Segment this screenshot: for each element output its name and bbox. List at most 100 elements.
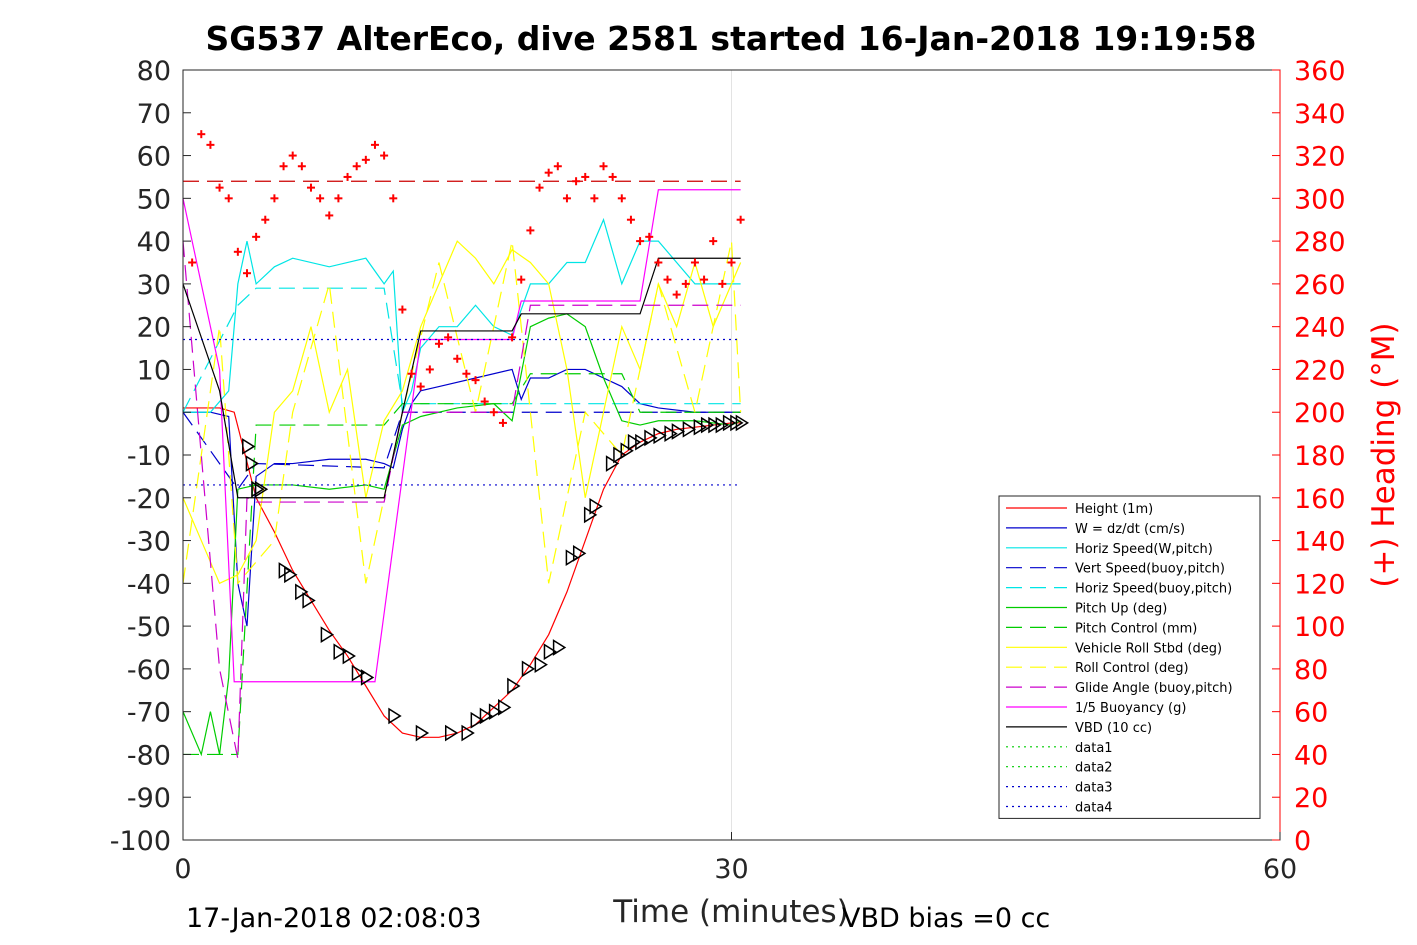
series-line [183,368,741,627]
heading-point [562,194,571,203]
heading-point [370,140,379,149]
heading-point [325,211,334,220]
legend-entry: Vert Speed(buoy,pitch) [1075,562,1225,577]
legend-entry: Horiz Speed(buoy,pitch) [1075,582,1232,597]
heading-point [261,215,270,224]
heading-point [389,194,398,203]
heading-point [334,194,343,203]
left-axis-ticks: 80 70 60 50 40 30 20 10 0 -10 -20 -30 -40 -50 -60 -70 -8… [110,56,191,857]
right-tick-label: 340 [1294,99,1346,130]
x-tick-label: 60 [1263,854,1297,885]
legend-entry: 1/5 Buoyancy (g) [1075,701,1186,716]
heading-point [572,177,581,186]
series-line [182,241,741,759]
heading-point [663,275,672,284]
heading-point [508,333,517,342]
heading-point [626,215,635,224]
right-axis-ticks: 3603403203002802602402202001801601401201… [1272,56,1346,857]
series-line [183,217,741,413]
trajectory-marker [543,643,558,661]
right-tick-label: 280 [1294,227,1346,258]
series-line [182,287,741,413]
trajectory-marker [284,566,298,584]
legend-entry: VBD (10 cc) [1075,721,1152,736]
right-tick-label: 40 [1294,740,1328,771]
right-tick-label: 260 [1294,270,1346,301]
trajectory-marker [461,724,475,742]
heading-point [252,232,261,241]
legend-entry: Height (1m) [1075,502,1153,517]
left-tick-label: -20 [127,484,171,515]
heading-point [197,130,206,139]
series-line [182,313,741,757]
trajectory-marker [444,724,459,742]
left-tick-label: -50 [127,612,171,643]
trajectory-marker [498,699,512,716]
trajectory-marker [620,442,634,460]
trajectory-marker [245,455,260,472]
x-tick-label: 0 [174,854,191,885]
legend-entry: data3 [1075,781,1113,796]
left-tick-label: -40 [127,569,171,600]
right-tick-label: 220 [1294,355,1346,386]
heading-point [672,290,681,299]
marker-layer [188,130,750,742]
heading-point [526,226,535,235]
heading-point [709,237,718,246]
heading-point [343,172,352,181]
trajectory-marker [302,592,316,609]
right-tick-label: 80 [1294,655,1328,686]
trajectory-marker [295,583,309,601]
legend-box [998,495,1261,819]
heading-point [444,333,453,342]
footer-vbd-bias: VBD bias =0 cc [842,903,1050,934]
left-tick-label: -60 [127,655,171,686]
heading-point [425,365,434,374]
heading-point [736,215,745,224]
trajectory-marker [605,455,620,472]
legend-entry: Pitch Up (deg) [1075,602,1167,617]
heading-point [233,247,242,256]
legend-entry: Roll Control (deg) [1075,661,1189,676]
heading-point [471,376,480,385]
footer-timestamp: 17-Jan-2018 02:08:03 [186,903,482,934]
heading-point [681,279,690,288]
trajectory-marker [653,427,667,445]
trajectory-marker [333,643,347,661]
left-tick-label: -30 [127,527,171,558]
heading-point [453,354,462,363]
trajectory-marker [479,707,494,725]
trajectory-marker [682,420,697,438]
trajectory-marker [507,677,521,695]
legend-entry: W = dz/dt (cm/s) [1075,522,1185,537]
heading-point [279,162,288,171]
heading-point [316,194,325,203]
trajectory-marker [360,669,375,686]
heading-point [718,279,727,288]
heading-point [215,183,224,192]
trajectory-marker [715,416,729,434]
heading-point [361,155,370,164]
right-tick-label: 60 [1294,698,1328,729]
left-tick-label: 10 [137,355,171,386]
legend-entry: Glide Angle (buoy,pitch) [1075,681,1233,696]
legend-entry: data4 [1075,801,1113,816]
chart-title: SG537 AlterEco, dive 2581 started 16-Jan… [205,19,1256,58]
heading-point [416,382,425,391]
heading-point [224,194,233,203]
left-tick-label: -100 [110,826,171,857]
trajectory-marker [572,545,587,562]
left-tick-label: 80 [137,56,171,87]
right-tick-label: 320 [1294,142,1346,173]
trajectory-marker [534,656,548,673]
heading-point [553,162,562,171]
series-line [182,257,741,499]
heading-point [288,151,297,160]
heading-point [690,258,699,267]
heading-point [462,369,471,378]
left-tick-label: 50 [137,184,171,215]
heading-point [270,194,279,203]
heading-point [407,369,416,378]
heading-point [599,162,608,171]
